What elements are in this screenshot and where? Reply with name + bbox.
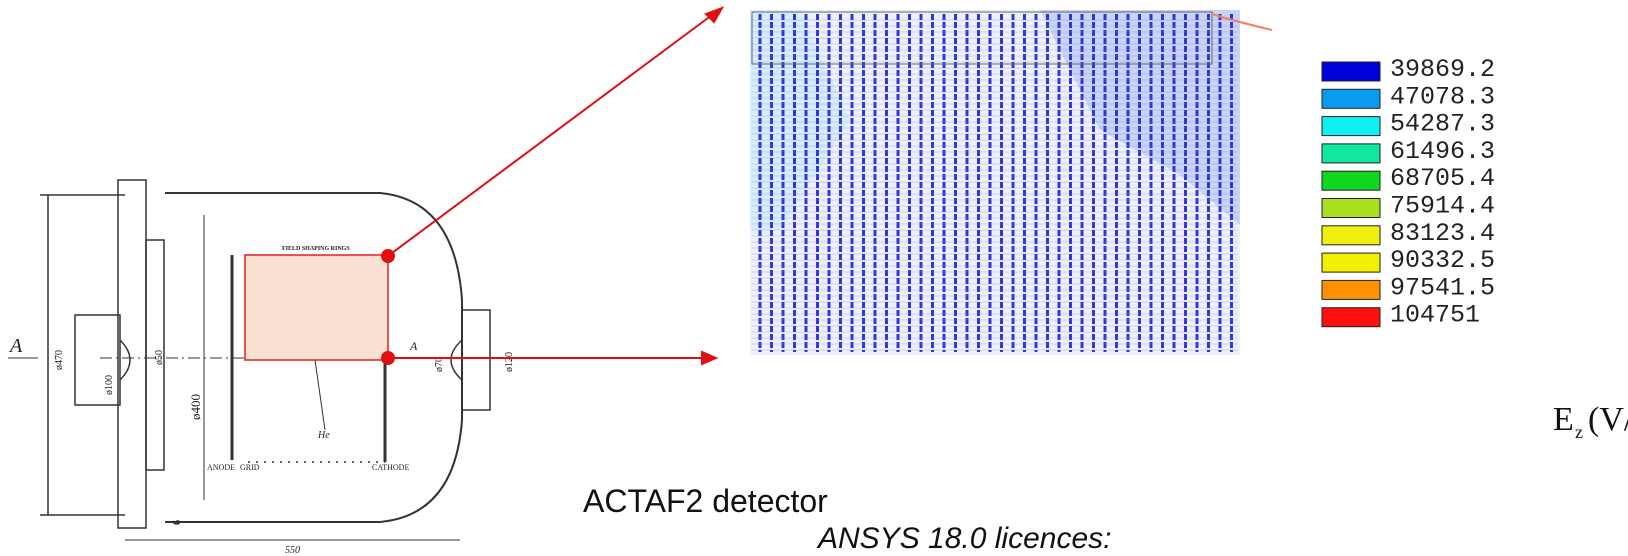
flange-plate xyxy=(145,239,165,471)
label: A xyxy=(409,339,418,353)
edge-field xyxy=(1211,13,1273,31)
label: FIELD SHAPING RINGS xyxy=(282,246,350,252)
label: ø100 xyxy=(104,375,115,395)
label: CATHODE xyxy=(372,463,409,472)
label: 550 xyxy=(285,545,300,556)
label: GRID xyxy=(240,463,260,472)
leader xyxy=(314,359,326,431)
legend: 39869.247078.354287.361496.368705.475914… xyxy=(1321,55,1495,330)
arrow-head xyxy=(704,6,725,24)
label: ANODE xyxy=(207,463,235,472)
legend-label: 90332.5 xyxy=(1390,246,1495,275)
legend-swatch xyxy=(1321,61,1381,82)
right-flange xyxy=(461,309,491,411)
label: ø120 xyxy=(504,352,515,372)
label: He xyxy=(317,430,330,441)
quantity-label: E z (V/m) xyxy=(1553,401,1628,442)
arrow xyxy=(387,14,713,257)
drawing-labels: A A ø470 ø100 ø50 ø400 ø70 ø120 FIELD SH… xyxy=(8,246,515,556)
callout xyxy=(381,6,725,366)
label: 6 xyxy=(172,520,183,525)
legend-swatch xyxy=(1321,88,1381,109)
dot xyxy=(381,249,395,263)
dot xyxy=(381,351,395,365)
legend-swatch xyxy=(1321,307,1381,328)
legend-label: 104751 xyxy=(1390,301,1480,330)
label: ø400 xyxy=(188,394,203,420)
label: ø50 xyxy=(154,350,165,365)
legend-swatch xyxy=(1321,116,1381,137)
legend-swatch xyxy=(1321,143,1381,164)
legend-label: 68705.4 xyxy=(1390,164,1495,193)
label: ø70 xyxy=(434,357,445,372)
legend-label: 83123.4 xyxy=(1390,219,1495,248)
field-cage xyxy=(244,254,389,361)
sim-region xyxy=(750,10,850,230)
legend-label: 97541.5 xyxy=(1390,273,1495,302)
sim-frame xyxy=(751,11,1213,65)
legend-label: 75914.4 xyxy=(1390,192,1495,221)
unit: (V/m) xyxy=(1588,401,1628,438)
legend-swatch xyxy=(1321,198,1381,218)
legend-swatch xyxy=(1321,170,1381,191)
flange xyxy=(117,179,147,529)
caption: ACTAF2 detector xyxy=(583,483,828,519)
label: A xyxy=(8,335,23,357)
legend-label: 61496.3 xyxy=(1390,137,1495,166)
legend-swatch xyxy=(1321,225,1381,246)
software-note: ANSYS 18.0 licences: xyxy=(816,522,1111,555)
window xyxy=(450,339,463,381)
legend-label: 54287.3 xyxy=(1390,110,1495,139)
legend-swatch xyxy=(1321,252,1381,273)
legend-label: 39869.2 xyxy=(1390,55,1495,84)
symbol: E xyxy=(1553,401,1574,438)
window xyxy=(119,339,131,381)
port xyxy=(74,314,121,406)
label: ø470 xyxy=(54,350,65,370)
legend-label: 47078.3 xyxy=(1390,82,1495,111)
technical-drawing xyxy=(8,179,520,541)
arrow-head xyxy=(701,350,719,366)
subscript: z xyxy=(1575,422,1583,442)
legend-swatch xyxy=(1321,279,1381,300)
field-simulation xyxy=(750,10,1273,355)
